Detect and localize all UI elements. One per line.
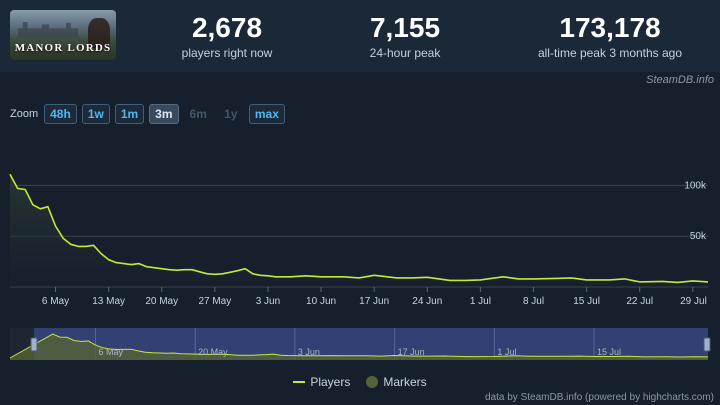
stat-alltime-value: 173,178 (559, 12, 661, 43)
legend-item-players[interactable]: Players (293, 375, 350, 389)
navigator-series-line (9, 333, 709, 359)
stat-current-value: 2,678 (191, 12, 263, 43)
navigator-series-area (10, 334, 708, 360)
players-series-line (9, 173, 709, 284)
x-tick-label: 1 Jul (470, 296, 491, 307)
navigator-label: 3 Jun (298, 347, 320, 357)
x-tick-label: 6 May (42, 296, 69, 307)
x-axis: 6 May 13 May 20 May 27 May 3 Jun 10 Jun 17 Jun… (42, 287, 707, 307)
navigator-label: 20 May (198, 347, 228, 357)
x-tick-label: 3 Jun (256, 296, 280, 307)
stat-all-time-peak: 173,178 all-time peak 3 months ago (515, 12, 705, 60)
x-tick-label: 24 Jun (412, 296, 442, 307)
navigator-gridlines (94, 328, 595, 360)
zoom-1y-button: 1y (224, 107, 238, 121)
zoom-1m-button[interactable]: 1m (114, 104, 145, 124)
legend-players-label: Players (310, 375, 351, 389)
x-tick-label: 17 Jun (359, 296, 389, 307)
zoom-3m-button[interactable]: 3m (149, 104, 179, 124)
zoom-6m-button: 6m (189, 107, 207, 121)
zoom-controls: Zoom 48h 1w 1m 3m 6m 1y max (10, 104, 290, 124)
stat-alltime-label: all-time peak 3 months ago (537, 46, 683, 60)
markers-swatch-icon (366, 376, 379, 388)
x-tick-label: 27 May (198, 296, 231, 307)
rider-icon (88, 18, 110, 48)
x-tick-label: 15 Jul (573, 296, 600, 307)
x-tick-label: 13 May (92, 296, 125, 307)
navigator-handle-right (703, 337, 711, 352)
navigator-label: 6 May (98, 347, 123, 357)
x-tick-label: 22 Jul (626, 296, 653, 307)
navigator-label: 1 Jul (497, 347, 516, 357)
navigator-label: 17 Jun (398, 347, 425, 357)
stats-header: MANOR LORDS 2,678 players right now 7,15… (0, 0, 720, 72)
steamdb-credit-top[interactable]: SteamDB.info (646, 74, 714, 86)
zoom-max-button[interactable]: max (248, 104, 285, 124)
chart-legend: Players Markers (0, 375, 720, 389)
legend-markers-label: Markers (383, 375, 427, 389)
zoom-48h-button[interactable]: 48h (44, 104, 77, 124)
stat-24h-value: 7,155 (369, 12, 441, 43)
players-series-area (10, 174, 708, 287)
navigator[interactable]: 6 May 20 May 3 Jun 17 Jun 1 Jul 15 Jul (9, 328, 711, 360)
legend-item-markers[interactable]: Markers (366, 375, 427, 389)
y-tick-label: 50k (690, 231, 707, 242)
navigator-labels: 6 May 20 May 3 Jun 17 Jun 1 Jul 15 Jul (98, 347, 621, 357)
stat-24h-peak: 7,155 24-hour peak (330, 12, 480, 60)
highcharts-credit[interactable]: data by SteamDB.info (powered by highcha… (485, 392, 714, 403)
stat-current-label: players right now (181, 46, 273, 60)
x-tick-label: 8 Jul (523, 296, 544, 307)
navigator-label: 15 Jul (597, 347, 621, 357)
zoom-label: Zoom (10, 108, 39, 120)
game-logo[interactable]: MANOR LORDS (10, 10, 116, 60)
x-tick-label: 10 Jun (306, 296, 336, 307)
y-axis-labels: 50k 100k (684, 180, 707, 242)
zoom-1w-button[interactable]: 1w (81, 104, 110, 124)
stat-current-players: 2,678 players right now (142, 12, 312, 60)
y-tick-label: 100k (684, 180, 707, 191)
players-swatch-icon (293, 381, 306, 383)
stat-24h-label: 24-hour peak (369, 46, 441, 60)
x-tick-label: 20 May (145, 296, 178, 307)
navigator-handle-left (30, 337, 38, 352)
game-logo-text: MANOR LORDS (14, 42, 112, 54)
x-tick-label: 29 Jul (680, 296, 707, 307)
